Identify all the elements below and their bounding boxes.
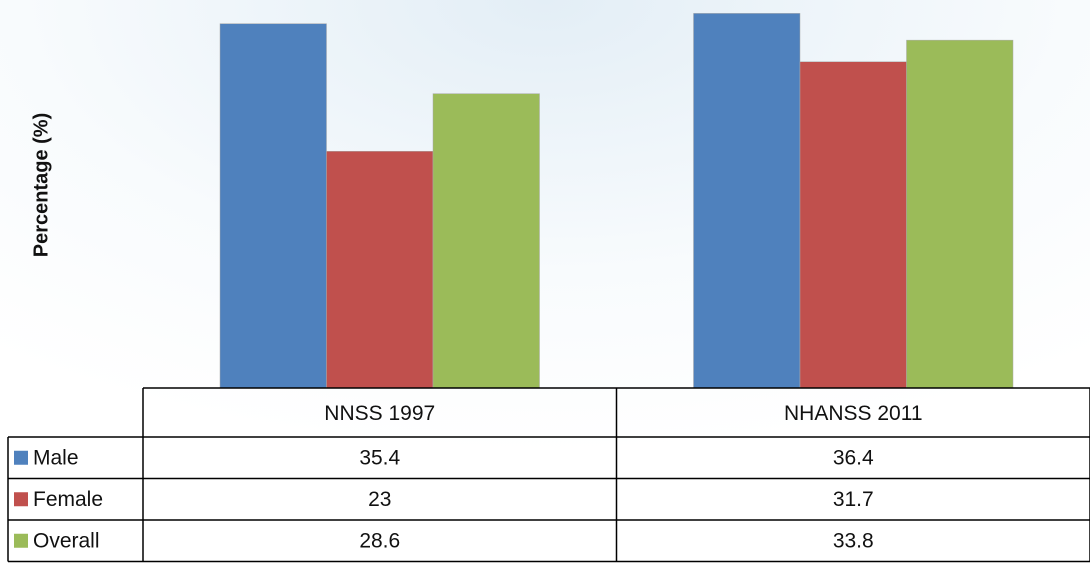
bar bbox=[326, 151, 434, 389]
table-value: 36.4 bbox=[833, 446, 874, 469]
bar bbox=[906, 39, 1014, 389]
y-axis-label: Percentage (%) bbox=[30, 113, 52, 258]
bar bbox=[432, 93, 540, 389]
bar bbox=[219, 23, 327, 389]
bar bbox=[693, 13, 801, 389]
table-value: 23 bbox=[368, 488, 391, 511]
legend-label: Female bbox=[33, 488, 103, 511]
legend-swatch bbox=[14, 492, 28, 507]
table-value: 33.8 bbox=[833, 529, 874, 552]
bar bbox=[799, 61, 907, 389]
column-header: NNSS 1997 bbox=[324, 402, 435, 425]
legend-swatch bbox=[14, 533, 28, 548]
column-header: NHANSS 2011 bbox=[784, 402, 923, 425]
legend-label: Male bbox=[33, 446, 79, 469]
legend-label: Overall bbox=[33, 529, 100, 552]
legend-swatch bbox=[14, 450, 28, 465]
table-value: 28.6 bbox=[359, 529, 400, 552]
table-value: 35.4 bbox=[359, 446, 400, 469]
table-value: 31.7 bbox=[833, 488, 874, 511]
